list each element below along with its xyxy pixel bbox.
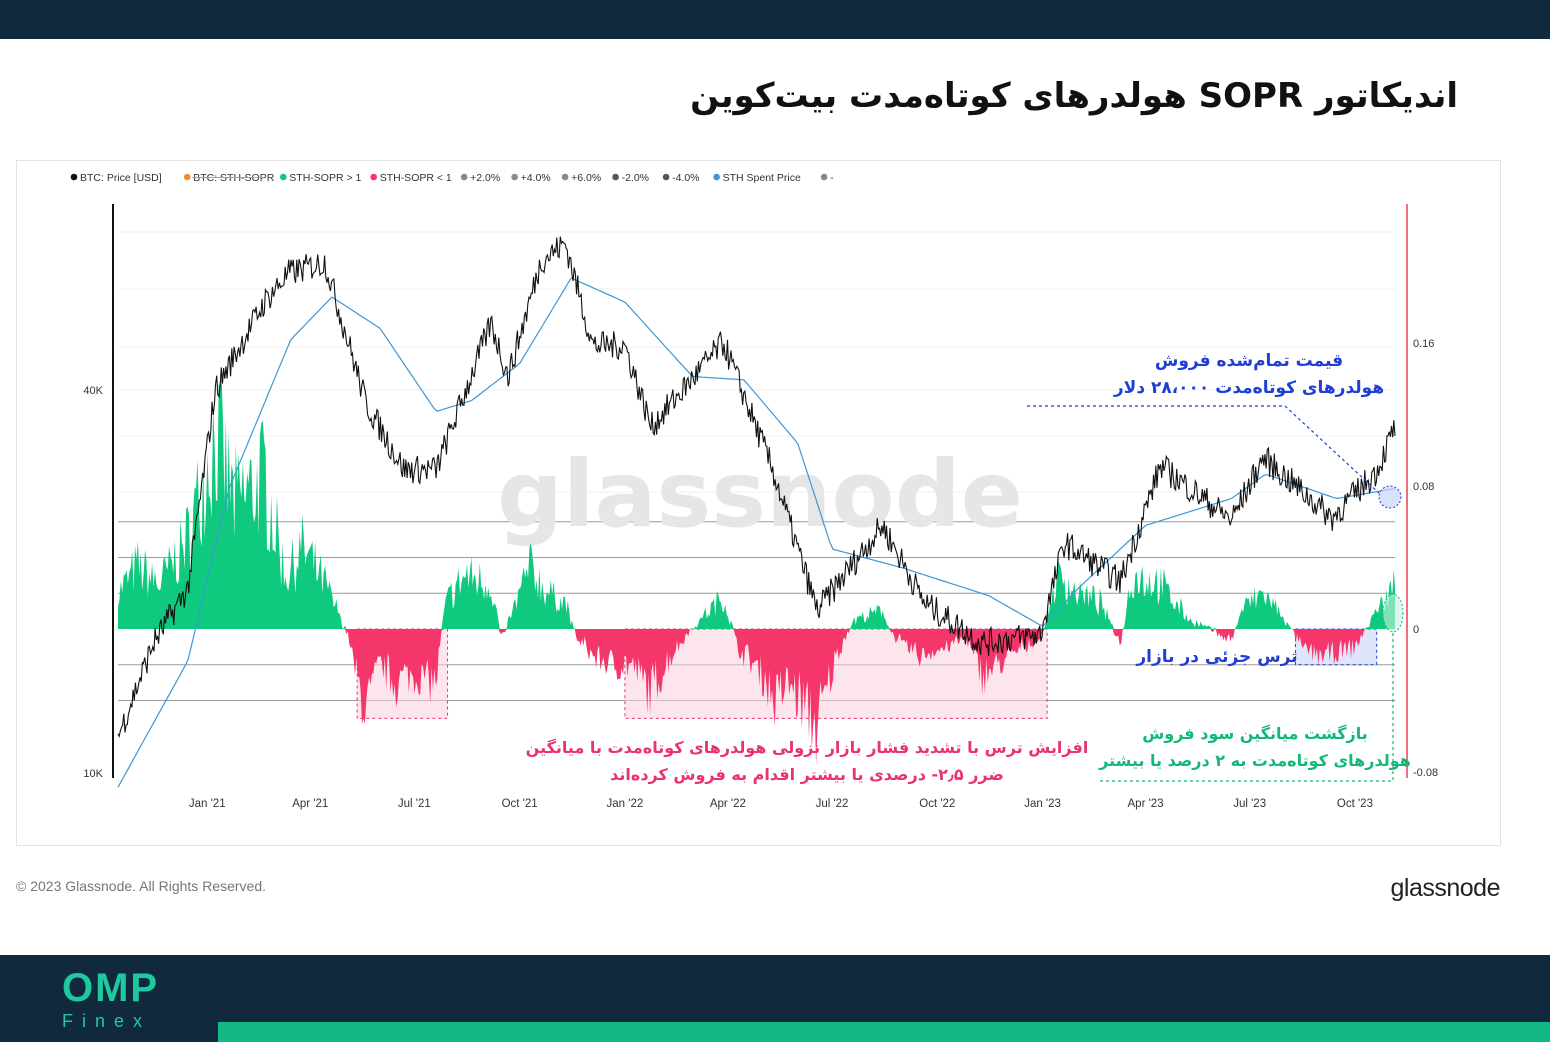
y-right-tick: 0 [1413,624,1419,636]
y-left-tick: 10K [83,768,103,780]
legend-item: -4.0% [662,172,700,184]
btc-price-line [117,236,1396,738]
legend-dot-3 [370,173,378,181]
x-tick: Apr '23 [1128,798,1164,810]
legend-item: -2.0% [612,172,649,184]
legend-item: - [820,172,834,184]
legend-label-2: STH-SOPR > 1 [289,172,361,184]
legend-item: +2.0% [460,172,500,184]
spent-price-annotation-line-1: هولدرهای کوتاه‌مدت ۲۸،۰۰۰ دلار [1113,378,1384,398]
legend-item: STH-SOPR < 1 [370,172,452,184]
sth-spent-price-line [117,277,1396,788]
legend-item: BTC: Price [USD] [70,172,162,184]
y-right-tick: 0.16 [1413,338,1434,350]
omp-finex-logo: OMP Finex [62,968,159,1032]
x-tick: Apr '21 [292,798,328,810]
x-tick: Apr '22 [710,798,746,810]
legend-dot-2 [280,173,287,181]
spent-price-leader [1027,405,1380,494]
legend-item: STH-SOPR > 1 [280,172,362,184]
x-tick: Jul '22 [816,798,849,810]
sopr-positive-area [118,375,1395,629]
spent-price-annotation-line-0: قیمت تمام‌شده فروش [1155,351,1343,371]
legend-item: STH Spent Price [713,172,801,184]
page-title: اندیکاتور SOPR هولدرهای کوتاه‌مدت بیت‌کو… [690,76,1458,116]
x-tick: Jul '23 [1233,798,1266,810]
profit-return-marker [1382,593,1404,633]
legend-label-4: +2.0% [470,172,500,184]
sopr-negative-area [118,629,1395,765]
legend-dot-0 [70,173,78,181]
legend-label-8: -4.0% [672,172,699,184]
profit-return-annotation-line-0: بازگشت میانگین سود فروش [1142,724,1368,743]
x-tick: Oct '22 [919,798,955,810]
legend-label-7: -2.0% [622,172,649,184]
profit-return-leader [1097,633,1394,782]
legend-dot-7 [612,173,619,181]
legend-dot-6 [561,173,569,181]
legend-item: +6.0% [561,172,601,184]
legend-label-0: BTC: Price [USD] [80,172,162,184]
x-tick: Oct '21 [502,798,538,810]
y-right-tick: -0.08 [1413,767,1438,779]
legend-label-10: - [830,172,834,184]
legend-dot-5 [511,173,518,181]
legend-dot-4 [460,173,468,181]
x-tick: Jul '21 [398,798,431,810]
bear-pressure-annotation-line-0: افزایش ترس با تشدید فشار بازار نزولی هول… [526,738,1089,757]
x-tick: Jan '22 [607,798,644,810]
legend-dot-10 [820,173,828,181]
omp-logo-text: OMP [62,966,160,1010]
spent-price-marker [1378,485,1402,509]
bear-pressure-annotation-line-1: ضرر ۲٫۵- درصدی یا بیشتر اقدام به فروش کر… [610,765,1004,784]
profit-return-annotation-line-1: هولدرهای کوتاه‌مدت به ۲ درصد یا بیشتر [1098,751,1411,770]
legend-label-5: +4.0% [521,172,551,184]
copyright-text: © 2023 Glassnode. All Rights Reserved. [16,878,267,894]
watermark: glassnode [497,441,1023,548]
legend-dot-1 [183,173,191,181]
chart-card: BTC: Price [USD] BTC: STH-SOPR STH-SOPR > … [16,160,1501,846]
legend-item: +4.0% [511,172,551,184]
top-bar [0,0,1550,39]
legend-dot-9 [713,173,720,181]
footer-stripe [218,1022,1550,1042]
legend-label-6: +6.0% [571,172,601,184]
legend-dot-8 [662,173,670,181]
legend-label-3: STH-SOPR < 1 [380,172,452,184]
x-tick: Jan '21 [189,798,226,810]
y-left-tick: 40K [83,385,103,397]
y-right-tick: 0.08 [1413,481,1434,493]
glassnode-logo: glassnode [1390,874,1501,902]
legend-item: BTC: STH-SOPR [183,172,275,184]
x-tick: Jan '23 [1024,798,1061,810]
sopr-chart: BTC: Price [USD] BTC: STH-SOPR STH-SOPR > … [70,172,1438,810]
finex-logo-text: Finex [62,1011,152,1031]
x-tick: Oct '23 [1337,798,1373,810]
fear-annotation-line-0: ترس جزئی در بازار [1135,647,1297,667]
legend-label-9: STH Spent Price [723,172,801,184]
